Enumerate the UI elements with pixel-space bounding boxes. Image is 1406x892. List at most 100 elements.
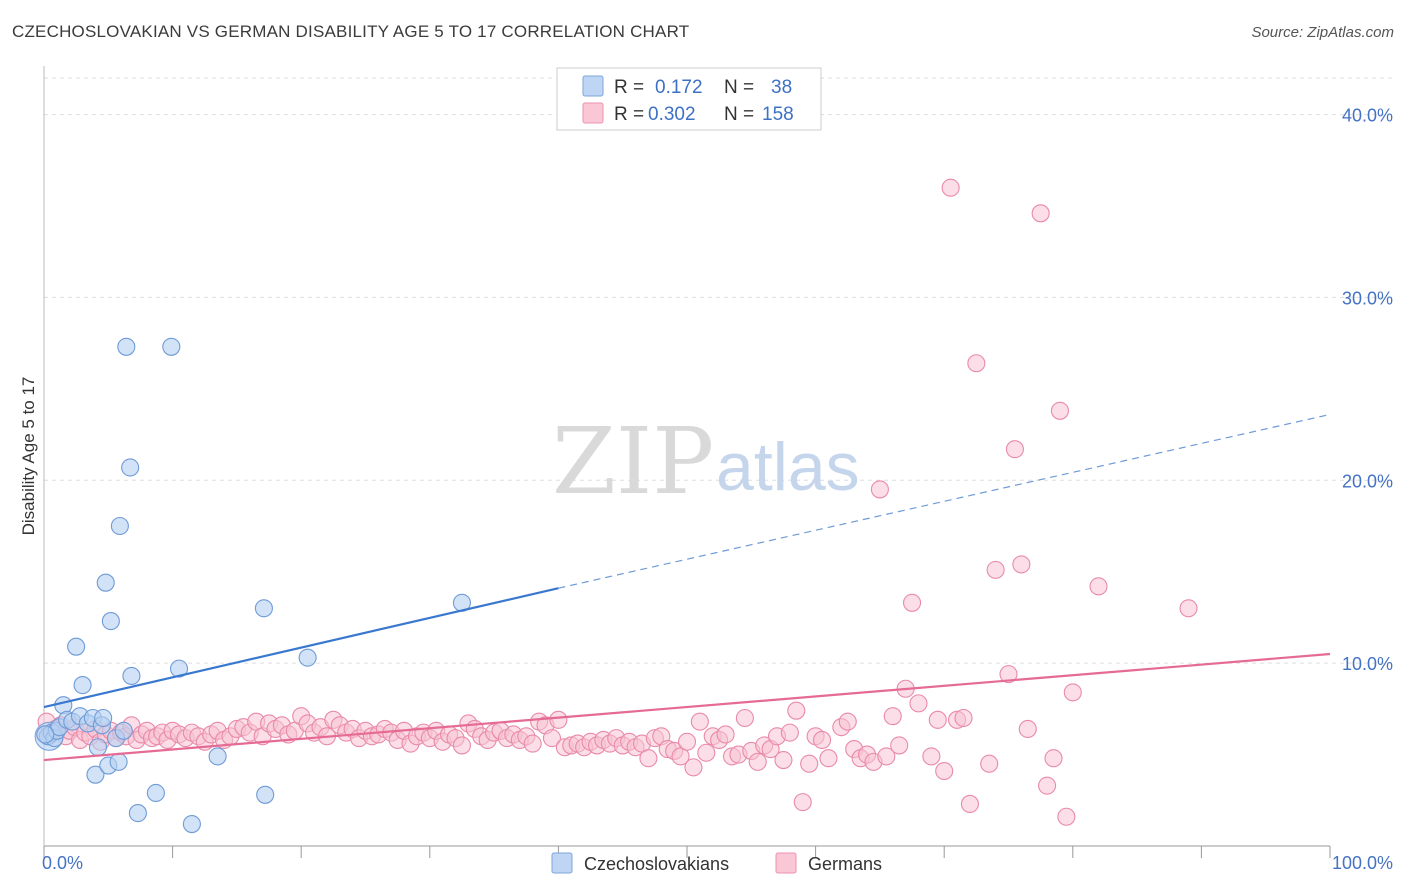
german-point	[1179, 599, 1198, 618]
y-tick-label: 20.0%	[1342, 471, 1393, 491]
german-point	[793, 793, 812, 812]
legend-r-value-czech: 0.172	[655, 77, 703, 98]
german-point	[890, 736, 909, 755]
czech-point	[110, 516, 129, 536]
german-point	[883, 707, 902, 726]
german-point	[1044, 749, 1063, 768]
czech-point	[254, 599, 273, 618]
trend-lines	[43, 413, 1331, 762]
german-point	[954, 708, 973, 728]
german-point	[928, 710, 947, 729]
german-point	[967, 354, 986, 373]
german-point	[870, 480, 889, 499]
german-point	[999, 665, 1018, 684]
legend-n-label-german: N =	[724, 104, 754, 125]
legend-swatch-german	[582, 102, 604, 124]
watermark: ZIP atlas	[552, 408, 860, 515]
czech-point	[298, 648, 317, 667]
legend-n-value-german: 158	[762, 104, 794, 125]
czech-point	[122, 666, 141, 685]
czech-point	[169, 659, 189, 678]
german-point	[812, 730, 832, 749]
german-trend-line	[43, 652, 1331, 762]
german-point	[960, 794, 979, 813]
watermark-atlas: atlas	[716, 429, 860, 505]
bottom-legend: Czechoslovakians Germans	[551, 852, 882, 874]
czech-point	[94, 708, 113, 728]
german-point	[1063, 683, 1082, 702]
chart-title: CZECHOSLOVAKIAN VS GERMAN DISABILITY AGE…	[12, 22, 690, 41]
german-point	[935, 761, 954, 781]
german-point	[735, 708, 754, 728]
czech-point	[101, 612, 120, 631]
german-point	[452, 736, 472, 755]
czech-trend-line	[43, 587, 559, 709]
german-point	[716, 725, 735, 744]
bottom-legend-label-german: Germans	[808, 854, 882, 874]
czech-point	[88, 738, 108, 757]
czech-point	[36, 725, 55, 744]
german-point	[838, 712, 857, 731]
german-point	[549, 710, 568, 729]
bottom-legend-label-czech: Czechoslovakians	[584, 854, 729, 874]
german-point	[780, 723, 799, 742]
czech-point	[146, 783, 165, 803]
czech-point	[109, 752, 128, 771]
czech-point	[96, 573, 115, 592]
y-tick-label: 40.0%	[1342, 106, 1393, 126]
czech-point	[121, 458, 140, 477]
german-point	[1050, 401, 1069, 420]
german-point	[941, 178, 960, 197]
german-point	[1031, 204, 1050, 223]
german-point	[697, 743, 716, 762]
czech-point	[208, 747, 227, 766]
german-point	[1018, 719, 1037, 739]
czech-point	[67, 637, 86, 656]
legend-n-value-czech: 38	[771, 77, 792, 98]
legend-swatch-czech	[582, 75, 604, 97]
y-tick-label: 30.0%	[1342, 288, 1393, 308]
czech-point	[182, 815, 201, 834]
german-point	[1089, 577, 1108, 596]
czech-points	[34, 337, 472, 834]
y-tick-labels: 10.0% 20.0% 30.0% 40.0%	[1342, 106, 1393, 675]
czech-point	[73, 676, 92, 695]
czech-point	[117, 337, 136, 356]
german-point	[1012, 555, 1031, 574]
czech-point	[114, 721, 133, 740]
german-point	[690, 712, 709, 731]
czech-point	[128, 804, 147, 823]
german-point	[639, 749, 658, 768]
german-point	[523, 734, 542, 753]
legend-r-label-czech: R =	[614, 77, 644, 98]
german-point	[787, 701, 806, 720]
y-axis-label: Disability Age 5 to 17	[19, 377, 38, 536]
legend-n-label-czech: N =	[724, 77, 754, 98]
german-point	[1057, 807, 1076, 826]
german-point	[542, 729, 562, 748]
chart-source: Source: ZipAtlas.com	[1251, 24, 1394, 41]
german-point	[819, 749, 838, 768]
german-point	[902, 593, 922, 612]
x-tick-label-min: 0.0%	[42, 853, 83, 873]
y-tick-label: 10.0%	[1342, 654, 1393, 674]
german-point	[909, 694, 928, 713]
german-point	[980, 754, 999, 773]
legend-r-label-german: R =	[614, 104, 644, 125]
german-point	[922, 747, 941, 766]
german-point	[1005, 440, 1024, 459]
gridlines	[44, 77, 1396, 664]
german-point	[877, 747, 896, 766]
german-point	[1038, 776, 1057, 795]
czech-point	[256, 785, 275, 804]
german-point	[748, 752, 767, 771]
german-point	[774, 751, 793, 770]
bottom-legend-swatch-czech	[551, 852, 573, 874]
czech-point	[86, 765, 105, 784]
legend-r-value-german: 0.302	[648, 104, 696, 125]
german-point	[677, 732, 697, 751]
german-point	[684, 758, 703, 777]
german-point	[800, 754, 819, 773]
legend: R = 0.172 N = 38 R = 0.302 N = 158	[556, 67, 822, 131]
